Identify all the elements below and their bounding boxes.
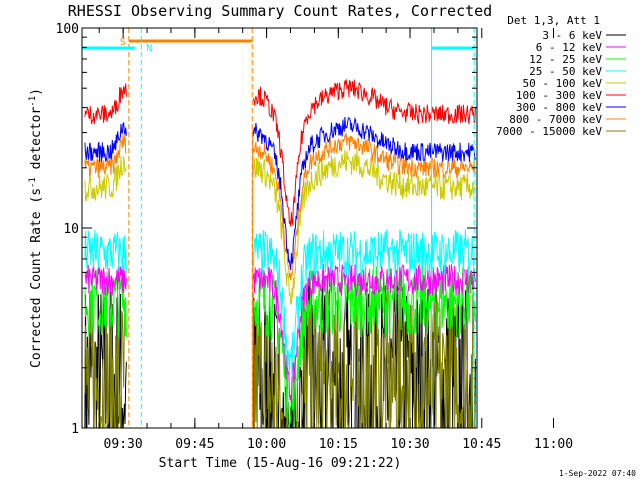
x-axis: 09:30 09:45 10:00 10:15 10:30 10:45 11:00 <box>98 28 573 452</box>
footer-date: 1-Sep-2022 07:40 <box>559 469 636 478</box>
series-line-5 <box>84 149 476 305</box>
series-line-8 <box>84 132 476 281</box>
x-tick-label: 10:15 <box>319 437 358 452</box>
marker-layer: SN <box>82 28 475 428</box>
y-axis-label: Corrected Count Rate (s-1 detector-1) <box>28 88 44 368</box>
legend-label-5: 50 - 100 keV <box>523 77 603 90</box>
x-tick-label: 09:45 <box>175 437 214 452</box>
x-tick-label: 10:00 <box>247 437 286 452</box>
x-axis-label: Start Time (15-Aug-16 09:21:22) <box>159 456 402 471</box>
legend-header: Det 1,3, Att 1 <box>507 14 600 27</box>
legend-label-6: 100 - 300 keV <box>516 89 602 102</box>
x-tick-label: 09:30 <box>104 437 143 452</box>
series-line-2 <box>84 263 476 404</box>
legend-label-9: 7000 - 15000 keV <box>496 125 602 138</box>
y-axis: 1 10 100 <box>56 22 477 437</box>
legend-label-1: 3 - 6 keV <box>542 29 602 42</box>
x-tick-label: 10:30 <box>390 437 429 452</box>
legend-label-3: 12 - 25 keV <box>529 53 602 66</box>
chart-title: RHESSI Observing Summary Count Rates, Co… <box>68 2 492 20</box>
marker-n-label: N <box>146 43 152 54</box>
legend-label-7: 300 - 800 keV <box>516 101 602 114</box>
x-tick-label: 11:00 <box>534 437 573 452</box>
series-layer <box>84 79 476 430</box>
y-tick-label: 100 <box>56 22 79 37</box>
legend-label-2: 6 - 12 keV <box>536 41 603 54</box>
series-line-6 <box>84 79 476 227</box>
series-line-4 <box>84 229 476 377</box>
y-tick-label: 1 <box>71 422 79 437</box>
series-line-7 <box>84 116 476 271</box>
legend-label-4: 25 - 50 keV <box>529 65 602 78</box>
legend-label-8: 800 - 7000 keV <box>509 113 602 126</box>
y-tick-label: 10 <box>63 222 79 237</box>
marker-s-label: S <box>120 37 126 48</box>
x-tick-label: 10:45 <box>462 437 501 452</box>
